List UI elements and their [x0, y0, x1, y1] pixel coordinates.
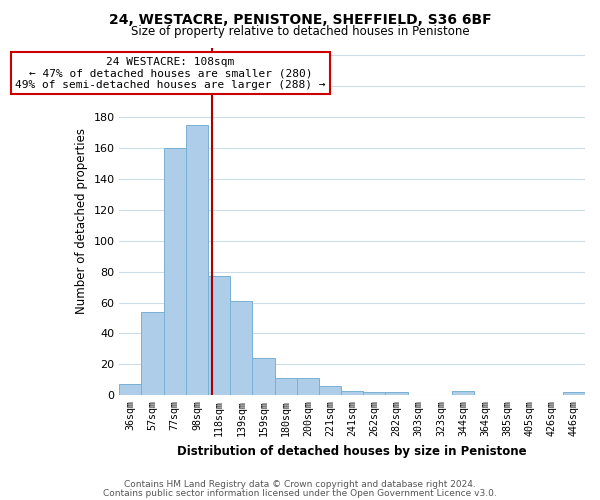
- Bar: [452, 390, 474, 396]
- Bar: [142, 312, 164, 396]
- Bar: [164, 148, 186, 396]
- Bar: [253, 358, 275, 396]
- Text: Size of property relative to detached houses in Penistone: Size of property relative to detached ho…: [131, 25, 469, 38]
- Text: 24 WESTACRE: 108sqm
← 47% of detached houses are smaller (280)
49% of semi-detac: 24 WESTACRE: 108sqm ← 47% of detached ho…: [15, 57, 326, 90]
- Text: Contains public sector information licensed under the Open Government Licence v3: Contains public sector information licen…: [103, 488, 497, 498]
- Bar: [297, 378, 319, 396]
- Bar: [319, 386, 341, 396]
- Bar: [385, 392, 407, 396]
- Y-axis label: Number of detached properties: Number of detached properties: [74, 128, 88, 314]
- Bar: [230, 301, 253, 396]
- Text: 24, WESTACRE, PENISTONE, SHEFFIELD, S36 6BF: 24, WESTACRE, PENISTONE, SHEFFIELD, S36 …: [109, 12, 491, 26]
- Bar: [208, 276, 230, 396]
- Bar: [363, 392, 385, 396]
- Bar: [186, 125, 208, 396]
- Bar: [119, 384, 142, 396]
- Text: Contains HM Land Registry data © Crown copyright and database right 2024.: Contains HM Land Registry data © Crown c…: [124, 480, 476, 489]
- X-axis label: Distribution of detached houses by size in Penistone: Distribution of detached houses by size …: [178, 444, 527, 458]
- Bar: [275, 378, 297, 396]
- Bar: [341, 390, 363, 396]
- Bar: [563, 392, 585, 396]
